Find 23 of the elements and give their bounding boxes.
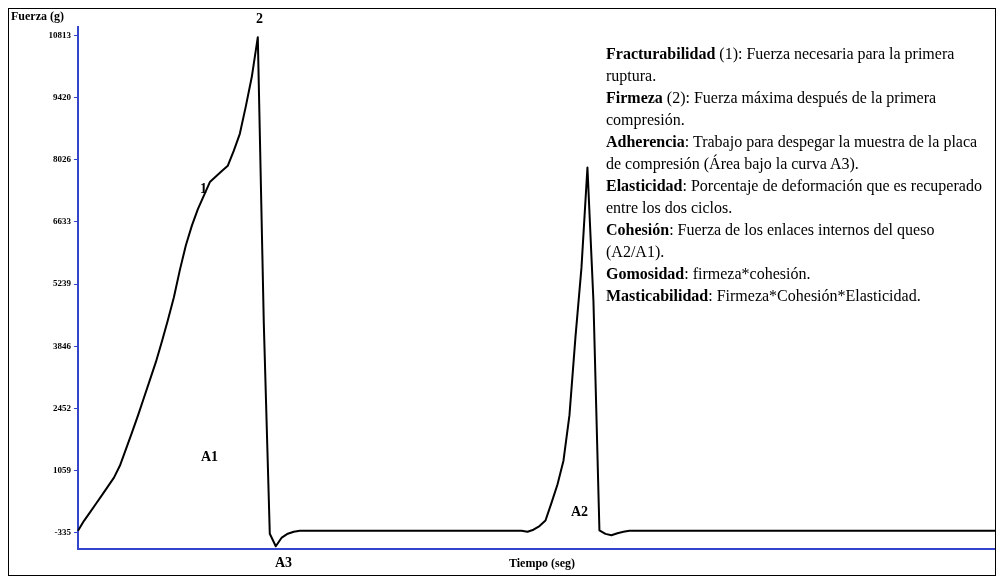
annotation: 1 [200,181,207,197]
y-tick-label: 1059 [53,464,72,475]
y-tick-label: 3846 [53,340,72,351]
annotation: Gomosidad: firmeza*cohesión. [606,265,811,282]
annotation: Masticabilidad: Firmeza*Cohesión*Elasticidad. [606,287,921,304]
y-tick-label: 8026 [53,154,72,165]
y-tick-label: 10813 [48,29,72,40]
annotation: Cohesión: Fuerza de los enlaces internos del queso (A2/A1). [606,221,935,260]
annotation: A2 [571,504,589,520]
y-tick-label: -335 [54,527,72,538]
annotation: Adherencia: Trabajo para despegar la muestra de la placa de compresión (Área bajo la curva A3). [606,133,978,172]
annotation: Firmeza (2): Fuerza máxima después de la primera compresión. [606,89,937,128]
text: 2 [256,11,263,27]
y-tick-label: 5239 [53,278,72,289]
y-tick-label: 6633 [53,216,72,227]
y-tick-label: 9420 [53,91,72,102]
y-axis-title: Fuerza (g) [11,9,64,24]
annotation: A1 [201,449,219,465]
y-tick-label: 2452 [53,402,72,413]
text: A3 [275,555,293,571]
text: Fracturabilidad (1): Fuerza necesaria para la primera ruptura. [606,45,955,84]
annotation: Elasticidad: Porcentaje de deformación que es recuperado entre los dos ciclos. [606,177,982,216]
x-axis-title: Tiempo (seg) [509,556,576,571]
